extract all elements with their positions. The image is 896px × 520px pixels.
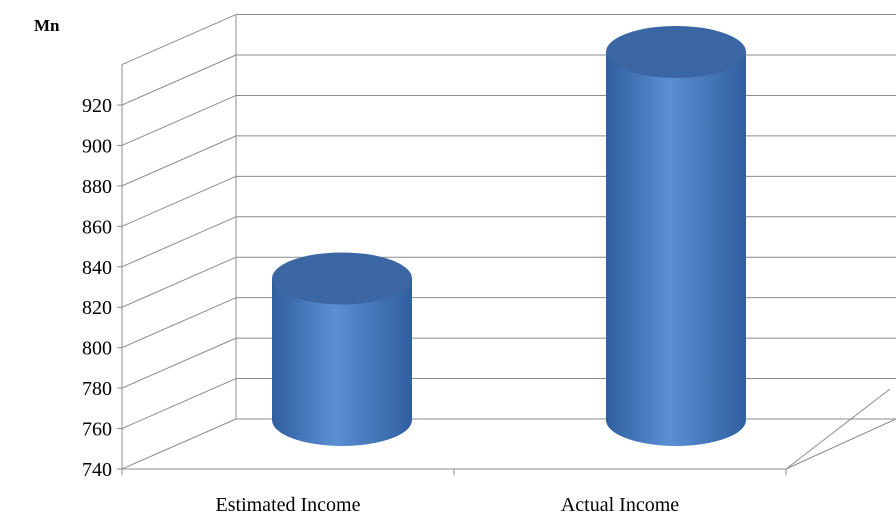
gridline-side [121,175,237,227]
gridline-side [121,14,237,66]
gridline-side [121,216,237,268]
y-tick-label: 860 [82,216,112,238]
y-tick-label: 840 [82,257,112,279]
bar-body [606,51,746,446]
gridline-side [121,337,237,389]
bar-1 [272,252,412,446]
bars-layer [272,25,746,446]
gridline-side [121,54,237,106]
bar-2 [606,25,746,446]
bar-body [272,278,412,446]
gridline-side [121,418,237,470]
floor-right-edge [785,418,896,470]
gridline-side [121,94,237,146]
y-tick-label: 800 [82,338,112,360]
y-tick-label: 900 [82,135,112,157]
x-category-label: Actual Income [561,494,679,516]
y-tick-label: 740 [82,459,112,481]
labels-layer: 740 760 780 800 820 840 860 880 900 920 Estimated … [82,95,679,516]
bar-top [272,252,412,305]
gridline-side [121,297,237,349]
y-unit-label: Mn [34,16,60,35]
bar-top [606,25,746,78]
y-tick-label: 820 [82,297,112,319]
grid-layer [117,14,896,475]
gridline-side [121,135,237,187]
floor-right-edge-depth [785,388,891,470]
y-tick-label: 760 [82,419,112,441]
gridline-side [121,256,237,308]
y-tick-label: 920 [82,95,112,117]
x-category-label: Estimated Income [216,494,361,516]
y-tick-label: 780 [82,378,112,400]
gridline-side [121,378,237,430]
y-tick-label: 880 [82,176,112,198]
